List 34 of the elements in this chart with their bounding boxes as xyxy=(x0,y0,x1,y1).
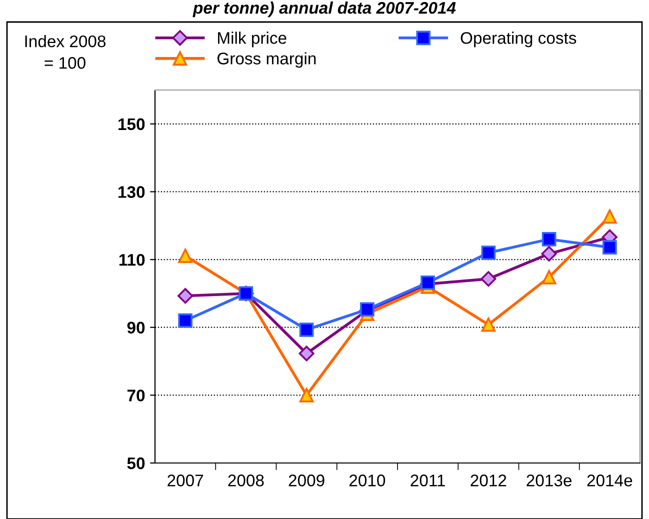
x-tick-label: 2008 xyxy=(228,474,264,486)
point xyxy=(298,346,314,362)
point xyxy=(480,271,496,287)
point xyxy=(299,322,314,337)
y-tick-label: 130 xyxy=(118,186,145,198)
point xyxy=(299,388,314,402)
point xyxy=(542,232,556,246)
y-tick-label: 90 xyxy=(127,322,145,334)
x-tick-label: 2010 xyxy=(349,474,386,486)
x-tick-label: 2011 xyxy=(410,474,445,486)
legend-label: Milk price xyxy=(218,32,286,48)
x-tick-label: 2007 xyxy=(168,474,204,486)
point xyxy=(178,313,192,328)
y-tick-label: 70 xyxy=(127,390,145,402)
x-tick-label: 2009 xyxy=(288,474,324,486)
legend-label: Operating costs xyxy=(460,32,576,48)
x-tick-label: 2014e xyxy=(587,474,632,486)
point xyxy=(481,317,496,332)
y-tick-label: 110 xyxy=(119,254,145,266)
point xyxy=(420,275,435,290)
point xyxy=(178,288,194,304)
x-tick-label: 2012 xyxy=(470,474,506,486)
legend-label: Gross margin xyxy=(218,52,316,68)
point xyxy=(542,270,556,284)
point xyxy=(178,248,192,263)
x-tick-label: 2013e xyxy=(526,474,572,486)
text: Index 2008 = 100 xyxy=(25,35,106,69)
point xyxy=(602,209,617,224)
chart-title: per tonne) annual data 2007-2014 xyxy=(192,2,456,18)
y-tick-label: 150 xyxy=(118,118,145,130)
point xyxy=(481,246,496,260)
y-tick-label: 50 xyxy=(127,457,145,470)
point xyxy=(602,240,617,254)
point xyxy=(541,246,557,262)
